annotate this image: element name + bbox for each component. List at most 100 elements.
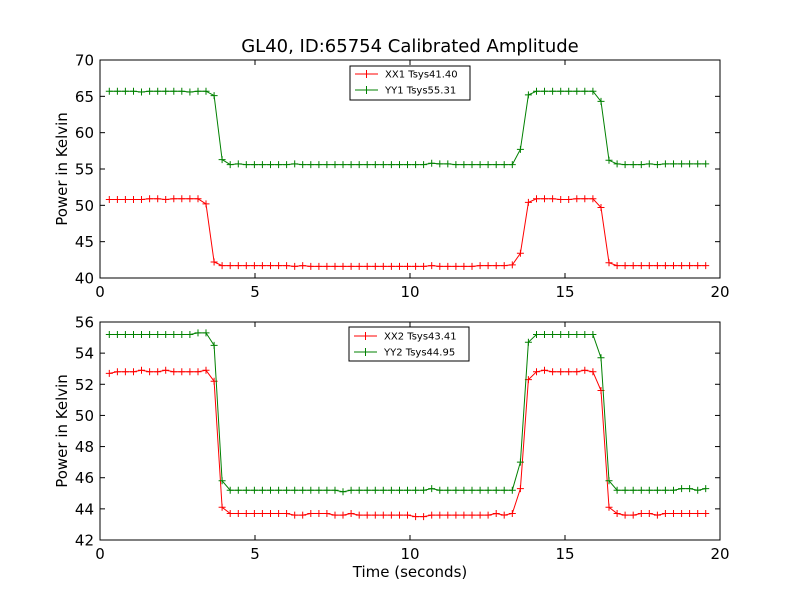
bottom-series-point bbox=[105, 369, 113, 377]
top-series-point bbox=[299, 262, 307, 270]
bottom-series-point bbox=[541, 331, 548, 338]
top-series-point bbox=[226, 262, 234, 270]
top-series-point bbox=[444, 160, 452, 168]
top-x-tick-label: 20 bbox=[710, 283, 729, 301]
top-series-point bbox=[597, 204, 605, 211]
bottom-series-point bbox=[516, 458, 524, 466]
bottom-series-point bbox=[186, 368, 194, 376]
top-series-point bbox=[186, 88, 194, 96]
bottom-plot-marks bbox=[105, 329, 710, 521]
top-series-point bbox=[121, 196, 129, 203]
top-y-tick-label: 45 bbox=[75, 233, 94, 251]
bottom-series-point bbox=[323, 510, 331, 517]
top-series-point bbox=[291, 160, 299, 168]
bottom-series-point bbox=[621, 486, 629, 494]
top-series-point bbox=[549, 87, 557, 95]
bottom-series-point bbox=[347, 510, 355, 517]
top-series-point bbox=[573, 87, 581, 95]
top-series-point bbox=[557, 196, 565, 203]
bottom-series-point bbox=[331, 486, 339, 494]
top-series-point bbox=[315, 161, 323, 169]
top-series-point bbox=[508, 261, 516, 269]
bottom-series-point bbox=[661, 510, 669, 517]
top-series-point bbox=[500, 161, 508, 169]
top-series-point bbox=[645, 160, 653, 168]
bottom-series-point bbox=[581, 366, 589, 374]
bottom-series-point bbox=[291, 486, 299, 494]
bottom-series-point bbox=[404, 486, 411, 494]
bottom-series-point bbox=[678, 485, 686, 493]
bottom-series-point bbox=[436, 486, 444, 494]
bottom-series-point bbox=[573, 331, 581, 338]
bottom-series-point bbox=[170, 368, 178, 376]
bottom-series-point bbox=[138, 331, 145, 338]
top-series-point bbox=[162, 196, 170, 203]
top-series-point bbox=[146, 87, 154, 95]
bottom-series-point bbox=[686, 485, 694, 493]
top-series-point bbox=[331, 262, 339, 270]
bottom-series-point bbox=[154, 331, 162, 338]
bottom-series-point bbox=[194, 368, 202, 376]
bottom-series-point bbox=[299, 486, 307, 494]
bottom-series-point bbox=[242, 486, 250, 494]
bottom-series-point bbox=[347, 486, 355, 494]
top-series-point bbox=[178, 195, 186, 203]
bottom-series-point bbox=[549, 331, 557, 338]
top-series-point bbox=[347, 161, 355, 169]
top-y-tick-label: 40 bbox=[75, 270, 94, 288]
top-series-point bbox=[420, 262, 428, 270]
bottom-series-point bbox=[396, 486, 403, 494]
top-series-point bbox=[258, 262, 266, 270]
bottom-series-point bbox=[629, 511, 637, 519]
bottom-series-point bbox=[412, 513, 420, 521]
top-series-point bbox=[396, 161, 403, 169]
bottom-x-tick-label: 15 bbox=[555, 545, 574, 563]
top-series-point bbox=[218, 262, 226, 270]
bottom-series-point bbox=[299, 511, 307, 519]
bottom-series-1 bbox=[105, 329, 710, 496]
bottom-series-point bbox=[589, 331, 597, 338]
top-series-point bbox=[371, 161, 379, 169]
top-series-point bbox=[460, 262, 468, 270]
top-series-point bbox=[476, 262, 484, 270]
bottom-series-point bbox=[315, 486, 323, 494]
top-series-point bbox=[234, 262, 242, 270]
top-series-point bbox=[307, 262, 315, 270]
bottom-series-point bbox=[323, 486, 331, 494]
bottom-series-point bbox=[258, 486, 266, 494]
bottom-y-tick-label: 50 bbox=[75, 407, 94, 425]
top-legend: XX1 Tsys41.40 YY1 Tsys55.31 bbox=[349, 65, 471, 101]
top-series-point bbox=[565, 87, 573, 95]
top-series-point bbox=[678, 160, 686, 168]
bottom-series-point bbox=[589, 368, 597, 376]
bottom-series-point bbox=[468, 511, 476, 519]
top-series-point bbox=[226, 161, 234, 169]
top-series-point bbox=[275, 262, 283, 270]
bottom-series-point bbox=[573, 368, 581, 376]
bottom-series-point bbox=[661, 486, 669, 494]
top-series-point bbox=[315, 262, 323, 270]
top-series-point bbox=[686, 262, 694, 270]
top-series-point bbox=[661, 160, 669, 168]
bottom-series-point bbox=[218, 503, 226, 511]
top-series-point bbox=[234, 160, 242, 168]
top-series-point bbox=[533, 87, 540, 95]
top-series-point bbox=[460, 161, 468, 169]
top-series-point bbox=[404, 262, 411, 270]
top-series-point bbox=[154, 87, 162, 95]
top-series-point bbox=[202, 87, 210, 95]
bottom-series-point bbox=[226, 510, 234, 517]
top-y-tick-label: 65 bbox=[75, 88, 94, 106]
top-series-point bbox=[468, 161, 476, 169]
bottom-series-point bbox=[121, 331, 129, 338]
top-series-point bbox=[267, 161, 274, 169]
top-series-0 bbox=[105, 195, 710, 270]
bottom-series-point bbox=[339, 488, 347, 496]
bottom-series-point bbox=[581, 331, 589, 338]
top-series-point bbox=[138, 196, 145, 203]
top-series-point bbox=[621, 161, 629, 169]
bottom-series-point bbox=[258, 510, 266, 517]
bottom-series-point bbox=[250, 510, 258, 517]
top-series-point bbox=[492, 161, 500, 169]
